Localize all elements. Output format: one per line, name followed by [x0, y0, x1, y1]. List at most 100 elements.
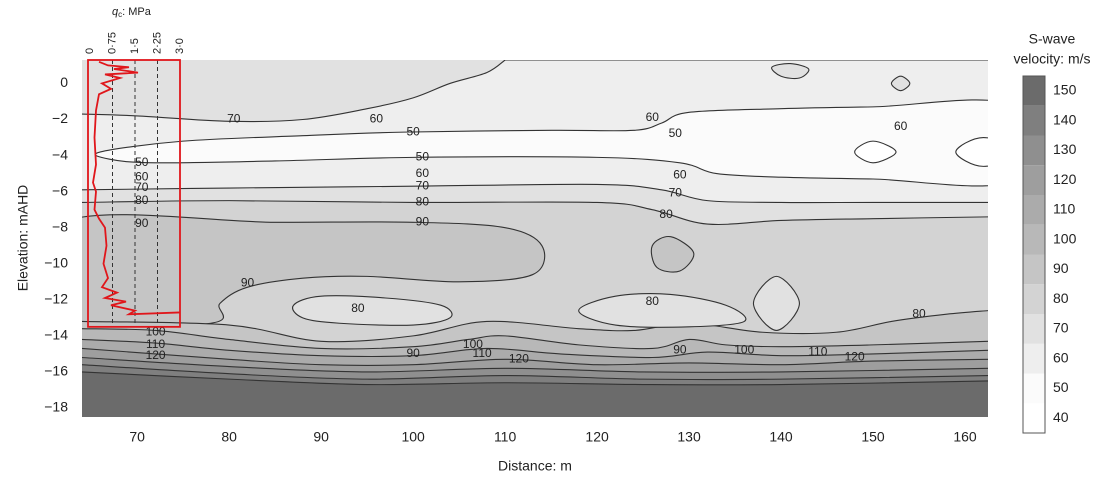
contour-label: 80 — [646, 294, 660, 308]
contour-label: 110 — [146, 337, 165, 351]
y-tick-label: −16 — [44, 363, 68, 379]
colorbar-swatch — [1023, 105, 1045, 136]
contour-label: 70 — [135, 180, 149, 194]
contour-fill — [955, 137, 988, 167]
colorbar-label: 80 — [1053, 290, 1069, 306]
cpt-tick-label: 2·25 — [151, 32, 163, 54]
colorbar-swatch — [1023, 135, 1045, 166]
contour-line — [650, 235, 695, 273]
cpt-trace — [92, 60, 181, 316]
contour-label: 80 — [351, 301, 365, 315]
contour-label: 50 — [135, 155, 149, 169]
contour-fill — [771, 63, 809, 79]
contour-line — [82, 183, 988, 204]
colorbar-title: S-wave — [1029, 31, 1076, 47]
colorbar-label: 150 — [1053, 82, 1077, 98]
x-tick-label: 100 — [401, 429, 425, 445]
contour-label: 80 — [135, 193, 149, 207]
y-tick-label: −8 — [52, 218, 68, 234]
contour-line — [82, 338, 988, 359]
x-tick-label: 90 — [313, 429, 329, 445]
colorbar-swatch — [1023, 76, 1045, 106]
contour-label: 60 — [646, 110, 660, 124]
cpt-tick-label: 1·5 — [129, 38, 141, 54]
y-tick-label: −10 — [44, 254, 68, 270]
contour-fill — [82, 214, 545, 333]
x-tick-label: 80 — [221, 429, 237, 445]
colorbar-label: 130 — [1053, 141, 1077, 157]
contour-line — [94, 99, 988, 187]
contour-line — [292, 295, 453, 326]
y-axis-label: Elevation: mAHD — [15, 185, 31, 292]
colorbar-swatch — [1023, 284, 1045, 314]
contour-label: 100 — [463, 337, 483, 351]
contour-label: 110 — [473, 346, 492, 360]
y-tick-label: −2 — [52, 110, 68, 126]
colorbar-swatch — [1023, 403, 1045, 433]
contour-label: 60 — [673, 168, 687, 182]
y-tick-label: 0 — [60, 74, 68, 90]
contour-label: 50 — [406, 124, 420, 138]
contour-line — [82, 356, 988, 373]
contour-fill — [891, 76, 910, 91]
contour-fill — [578, 293, 746, 328]
contour-label: 50 — [416, 150, 430, 164]
contour-line — [890, 75, 911, 92]
contour-line — [82, 60, 506, 123]
y-tick-label: −6 — [52, 182, 68, 198]
contour-fill — [651, 236, 694, 273]
colorbar-title: velocity: m/s — [1013, 51, 1090, 67]
contour-label: 100 — [734, 342, 754, 356]
contour-label: 90 — [135, 216, 149, 230]
contour-line — [82, 364, 988, 381]
cpt-tick-label: 3·0 — [174, 38, 186, 54]
contour-line — [82, 328, 988, 350]
x-axis-label: Distance: m — [498, 458, 572, 474]
y-tick-label: −4 — [52, 146, 68, 162]
colorbar-swatch — [1023, 314, 1045, 344]
x-tick-label: 140 — [769, 429, 793, 445]
contour-label: 50 — [669, 126, 683, 140]
contour-label: 90 — [241, 276, 255, 290]
contour-label: 100 — [146, 324, 166, 338]
contour-label: 120 — [845, 350, 865, 364]
contour-label: 80 — [416, 195, 430, 209]
contour-label: 90 — [416, 214, 430, 228]
contour-label: 120 — [509, 351, 529, 365]
x-tick-label: 70 — [129, 429, 145, 445]
colorbar-label: 100 — [1053, 230, 1077, 246]
colorbar-label: 40 — [1053, 409, 1069, 425]
contour-line — [854, 140, 897, 164]
contour-line — [82, 347, 988, 366]
plot-area: 70 60506050605060708090506070809060708090… — [82, 60, 988, 417]
contour-label: 60 — [416, 166, 430, 180]
contour-line — [82, 200, 988, 226]
overlay — [87, 59, 181, 328]
colorbar-label: 90 — [1053, 260, 1069, 276]
colorbar-swatch — [1023, 165, 1045, 195]
contour-line — [82, 310, 988, 343]
contour-label: 80 — [912, 306, 926, 320]
contour-fill — [292, 295, 452, 326]
x-tick-label: 130 — [677, 429, 701, 445]
y-tick-label: −14 — [44, 327, 68, 343]
y-tick-label: −12 — [44, 291, 68, 307]
contour-label: 60 — [135, 169, 149, 183]
colorbar-label: 110 — [1053, 201, 1076, 217]
y-tick-label: −18 — [44, 399, 68, 415]
contour-fill — [82, 60, 506, 122]
colorbar-swatch — [1023, 195, 1045, 225]
colorbar-label: 70 — [1053, 320, 1069, 336]
colorbar-label: 120 — [1053, 171, 1077, 187]
contour-fill — [95, 99, 988, 186]
contour-label: 120 — [146, 348, 166, 362]
colorbar-swatch — [1023, 254, 1045, 285]
cpt-unit: : MPa — [122, 6, 152, 18]
contour-fill — [753, 276, 800, 331]
contour-label: 60 — [370, 112, 384, 126]
cpt-axis-label: qc: MPa — [112, 6, 152, 19]
cpt-tick-label: 0 — [84, 48, 96, 54]
colorbar-swatch — [1023, 373, 1045, 404]
